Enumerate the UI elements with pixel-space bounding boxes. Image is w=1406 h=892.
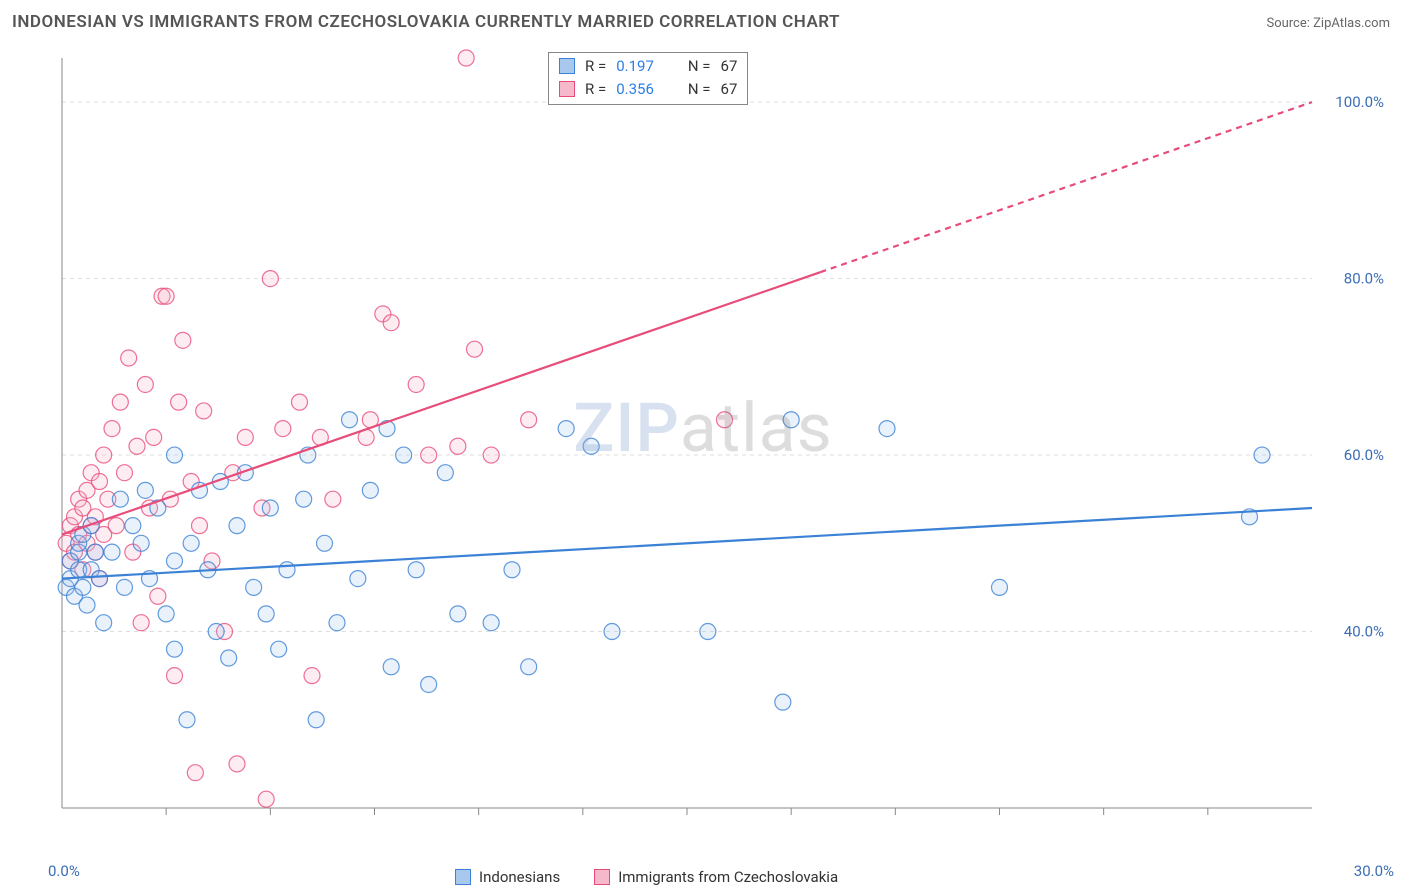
legend-n-label-1: N =: [688, 55, 711, 78]
svg-text:80.0%: 80.0%: [1344, 270, 1384, 288]
legend-swatch-pink-bottom: [594, 869, 610, 885]
legend-stats-row-1: R = 0.197 N = 67: [559, 55, 737, 78]
svg-text:100.0%: 100.0%: [1335, 93, 1384, 111]
legend-series-box: Indonesians Immigrants from Czechoslovak…: [455, 868, 838, 886]
scatter-plot-svg: 40.0% 60.0% 80.0% 100.0%: [52, 48, 1392, 848]
legend-r-value-1: 0.197: [616, 55, 654, 78]
legend-swatch-blue-bottom: [455, 869, 471, 885]
legend-stats-box: R = 0.197 N = 67 R = 0.356 N = 67: [548, 52, 748, 105]
legend-series-2-label: Immigrants from Czechoslovakia: [618, 868, 838, 886]
legend-n-value-2: 67: [721, 78, 738, 101]
source-attribution: Source: ZipAtlas.com: [1266, 16, 1390, 31]
svg-text:60.0%: 60.0%: [1344, 446, 1384, 464]
chart-title: INDONESIAN VS IMMIGRANTS FROM CZECHOSLOV…: [12, 12, 840, 32]
legend-swatch-pink: [559, 81, 575, 97]
plot-area: 40.0% 60.0% 80.0% 100.0%: [52, 48, 1392, 848]
legend-n-value-1: 67: [721, 55, 738, 78]
legend-r-label-1: R =: [585, 55, 606, 78]
chart-container: INDONESIAN VS IMMIGRANTS FROM CZECHOSLOV…: [0, 0, 1406, 892]
legend-r-label-2: R =: [585, 78, 606, 101]
x-axis-tick-1: 30.0%: [1354, 862, 1394, 880]
svg-text:40.0%: 40.0%: [1344, 623, 1384, 641]
legend-series-1-label: Indonesians: [479, 868, 560, 886]
legend-stats-row-2: R = 0.356 N = 67: [559, 78, 737, 101]
legend-r-value-2: 0.356: [616, 78, 654, 101]
legend-swatch-blue: [559, 58, 575, 74]
x-axis-tick-0: 0.0%: [48, 862, 80, 880]
legend-n-label-2: N =: [688, 78, 711, 101]
